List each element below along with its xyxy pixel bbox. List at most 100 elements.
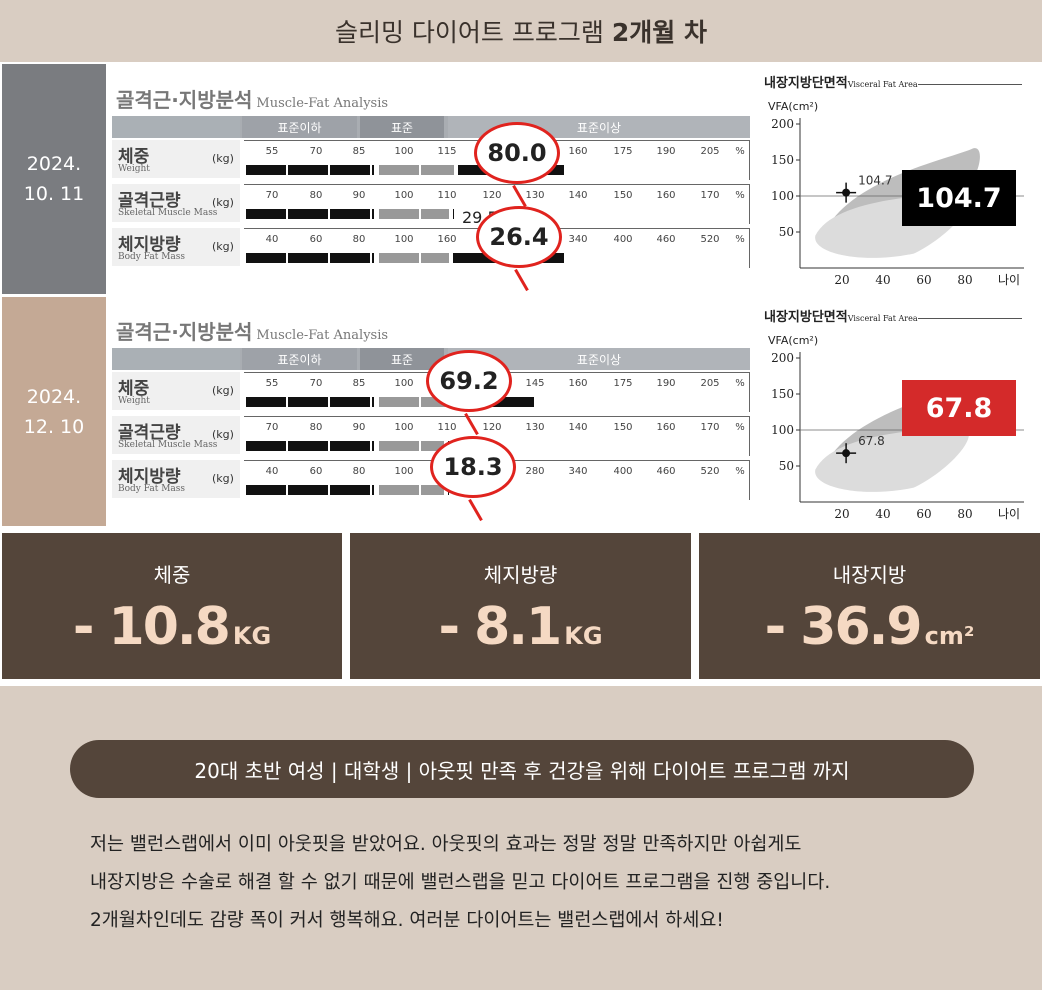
bar-standard: [379, 397, 449, 407]
row-unit: (kg): [212, 196, 234, 209]
scale-tick: %: [735, 422, 745, 433]
vfa-xtick-label: 80: [957, 273, 972, 287]
band-blank: [112, 116, 240, 138]
row-scale: 70 80 90 100 110 120 130 140 150 160 170%: [244, 416, 750, 456]
review-line: 2개월차인데도 감량 폭이 커서 행복해요. 여러분 다이어트는 밸런스랩에서 …: [90, 910, 724, 931]
vfa-ytick-label: 50: [779, 459, 794, 473]
row-label-en: Body Fat Mass: [118, 252, 186, 262]
stat-value-wrap: - 36.9 cm²: [699, 597, 1040, 657]
row-unit: (kg): [212, 384, 234, 397]
stat-label: 체중: [153, 563, 191, 587]
scale-tick: 70: [265, 190, 279, 201]
vfa-title-en: Visceral Fat Area: [847, 314, 918, 323]
bar-below: [246, 253, 374, 263]
scale-tick: %: [735, 378, 745, 389]
scale-tick: 170: [700, 422, 720, 433]
row-label-box: 체중 Weight (kg): [112, 140, 240, 180]
vfa-ytick-label: 200: [771, 117, 794, 131]
scale-tick: 110: [437, 190, 457, 201]
analysis-title: 골격근·지방분석 Muscle-Fat Analysis: [116, 84, 388, 113]
stat-body-fat: 체지방량 - 8.1 KG: [350, 533, 691, 679]
band-standard: 표준: [360, 348, 444, 370]
vfa-title: 내장지방단면적Visceral Fat Area: [764, 72, 918, 91]
stat-unit: KG: [564, 622, 603, 650]
scale-tick: 175: [613, 146, 633, 157]
analysis-row: 체중Weight(kg)5570851001151301451601751902…: [112, 140, 750, 180]
bar-below: [246, 165, 374, 175]
vfa-xtick-label: 40: [875, 273, 890, 287]
scale-tick: 90: [352, 190, 366, 201]
analysis-title-en: Muscle-Fat Analysis: [256, 328, 389, 343]
scale-tick: 110: [437, 422, 457, 433]
vfa-point-label: 67.8: [858, 434, 885, 448]
bar-standard: [379, 253, 449, 263]
scale-tick: 55: [265, 146, 279, 157]
bar-standard: [379, 165, 454, 175]
vfa-big-value: 104.7: [902, 170, 1016, 226]
band-above: 표준이상: [448, 348, 750, 370]
row-label: 체중: [118, 147, 150, 167]
vfa-xtick-label: 20: [834, 273, 849, 287]
muscle-fat-analysis-2: 골격근·지방분석 Muscle-Fat Analysis 표준이하 표준 표준이상 체중 W…: [110, 302, 752, 522]
band-below: 표준이하: [242, 116, 357, 138]
vfa-ytick-label: 100: [771, 189, 794, 203]
stat-label: 내장지방: [832, 563, 907, 587]
scale-tick: 70: [309, 146, 323, 157]
scale-tick: 150: [613, 422, 633, 433]
row-unit: (kg): [212, 428, 234, 441]
bar-below: [246, 397, 374, 407]
scale-tick: 140: [568, 422, 588, 433]
scale-tick: 115: [437, 146, 457, 157]
bar-below: [246, 209, 374, 219]
scale-tick: 205: [700, 378, 720, 389]
vfa-xlabel: 나이: [998, 507, 1020, 521]
scale-tick: 100: [394, 146, 414, 157]
analysis-title-en: Muscle-Fat Analysis: [256, 96, 389, 111]
scale-tick: 80: [352, 466, 366, 477]
scale-tick: 160: [568, 378, 588, 389]
scale-tick: 60: [309, 234, 323, 245]
vfa-title-en: Visceral Fat Area: [847, 80, 918, 89]
vfa-ylabel: VFA(cm²): [768, 100, 818, 113]
row-label-en: Weight: [118, 164, 150, 174]
scale-tick: 460: [656, 466, 676, 477]
analysis-row: 골격근량 Skeletal Muscle Mass (kg) 70 80 90 100 110…: [112, 184, 750, 224]
scale-tick: 520: [700, 234, 720, 245]
review-line: 내장지방은 수술로 해결 할 수 없기 때문에 밸런스랩을 믿고 다이어트 프로…: [90, 872, 831, 893]
scale-tick: 460: [656, 234, 676, 245]
record-date-2: 2024. 12. 10: [2, 297, 106, 526]
vfa-xtick-label: 60: [916, 273, 931, 287]
bar-standard: [379, 209, 449, 219]
stat-weight: 체중 - 10.8 KG: [2, 533, 342, 679]
stat-value-wrap: - 8.1 KG: [350, 597, 691, 657]
scale-tick: 190: [656, 146, 676, 157]
review-section: 20대 초반 여성 | 대학생 | 아웃핏 만족 후 건강을 위해 다이어트 프…: [0, 686, 1042, 990]
scale-tick: 100: [394, 190, 414, 201]
vfa-title: 내장지방단면적Visceral Fat Area: [764, 306, 918, 325]
row-label-box: 체지방량 Body Fat Mass (kg): [112, 460, 240, 500]
stat-value: - 10.8: [72, 597, 231, 657]
vfa-title-rule: [918, 318, 1022, 319]
row-label: 골격근량: [118, 423, 181, 443]
row-label-en: Body Fat Mass: [118, 484, 186, 494]
row-label-box: 골격근량 Skeletal Muscle Mass (kg): [112, 416, 240, 456]
vfa-title-ko: 내장지방단면적: [764, 76, 848, 91]
scale-tick: 160: [568, 146, 588, 157]
scale-tick: 520: [700, 466, 720, 477]
scale-tick: 160: [437, 234, 457, 245]
vfa-title-rule: [918, 84, 1022, 85]
stat-value: - 36.9: [764, 597, 923, 657]
scale-tick: 100: [394, 466, 414, 477]
scale-tick: 80: [309, 190, 323, 201]
scale-tick: %: [735, 146, 745, 157]
scale-tick: 130: [525, 422, 545, 433]
scale-tick: 145: [525, 378, 545, 389]
row-unit: (kg): [212, 240, 234, 253]
vfa-big-value: 67.8: [902, 380, 1016, 436]
review-tagline: 20대 초반 여성 | 대학생 | 아웃핏 만족 후 건강을 위해 다이어트 프…: [70, 740, 974, 798]
vfa-ytick-label: 200: [771, 351, 794, 365]
page-header: 슬리밍 다이어트 프로그램 2개월 차: [0, 0, 1042, 62]
scale-tick: 55: [265, 378, 279, 389]
bar-below: [246, 441, 374, 451]
